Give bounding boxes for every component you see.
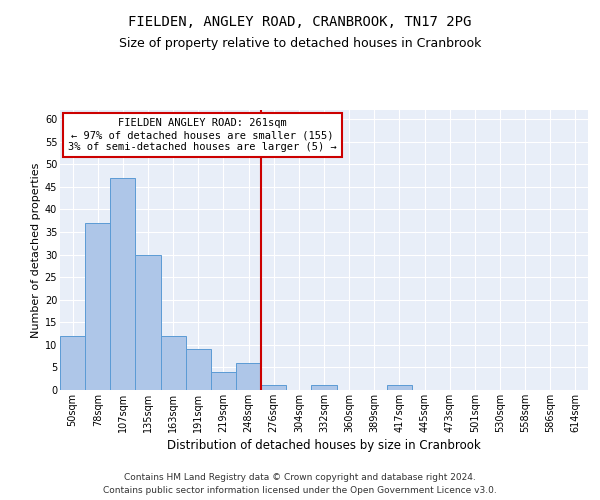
Bar [85,223,110,390]
Bar [387,386,412,390]
Y-axis label: Number of detached properties: Number of detached properties [31,162,41,338]
Bar [60,336,85,390]
Bar [161,336,186,390]
Bar [110,178,136,390]
Bar [211,372,236,390]
Text: FIELDEN, ANGLEY ROAD, CRANBROOK, TN17 2PG: FIELDEN, ANGLEY ROAD, CRANBROOK, TN17 2P… [128,15,472,29]
Bar [186,350,211,390]
X-axis label: Distribution of detached houses by size in Cranbrook: Distribution of detached houses by size … [167,439,481,452]
Bar [236,363,261,390]
Text: Contains HM Land Registry data © Crown copyright and database right 2024.
Contai: Contains HM Land Registry data © Crown c… [103,474,497,495]
Text: Size of property relative to detached houses in Cranbrook: Size of property relative to detached ho… [119,38,481,51]
Bar [311,386,337,390]
Bar [261,386,286,390]
Bar [136,254,161,390]
Text: FIELDEN ANGLEY ROAD: 261sqm
← 97% of detached houses are smaller (155)
3% of sem: FIELDEN ANGLEY ROAD: 261sqm ← 97% of det… [68,118,337,152]
